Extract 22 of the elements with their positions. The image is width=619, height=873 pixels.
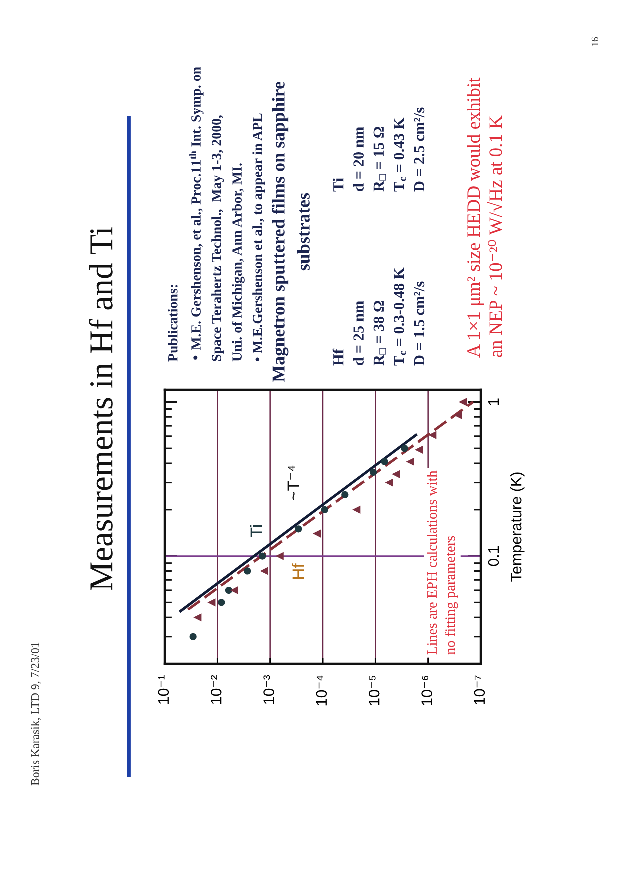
- x-tick-label: 10⁻¹: [158, 675, 170, 704]
- annotation: ~T⁻⁴: [288, 466, 300, 500]
- x-tick-label: 10⁻⁷: [474, 676, 486, 705]
- x-tick-label: 10⁻⁴: [316, 676, 328, 706]
- x-tick-label: 10⁻³: [264, 675, 274, 704]
- text: Ti d = 20 nm R$_{□}$ = 15 Ω T$_{c}$ = 0.43 K D = 2.5 cm²/s: [333, 108, 425, 192]
- y-tick-label: 0.1: [488, 546, 500, 566]
- annotation: Ti: [250, 525, 262, 538]
- annotation: Lines are EPH calculations with no fitting parameters: [427, 470, 458, 655]
- text: A 1×1 μm² size HEDD would exhibit an NEP ~ 10⁻²⁰ W/√Hz at 0.1 K: [467, 78, 502, 358]
- text: Publications: • M.E. Gershenson, et al., Proc.11$^{th}$ Int. Symp. on Space Terahertz Technol., May 1-3, 2000, Uni. of Michigan, Ann Arbor, MI. • M.E.Gershenson et al., to appear in APL: [168, 67, 266, 362]
- y-tick-label: 1: [488, 398, 500, 406]
- y-axis-title: Temperature (K): [510, 472, 525, 582]
- text: 16: [592, 37, 598, 46]
- text: Hf d = 25 nm R$_{□}$ = 38 Ω T$_{c}$ = 0.3-0.48 K D = 1.5 cm²/s: [332, 268, 425, 366]
- annotation: Hf: [292, 564, 304, 579]
- x-tick-label: 10⁻⁶: [422, 676, 432, 706]
- text: Magnetron sputtered films on sapphire substrates: [272, 82, 310, 382]
- x-tick-label: 10⁻²: [210, 675, 222, 704]
- chart-title: Measurements in Hf and Ti: [89, 227, 113, 590]
- x-tick-label: 10⁻⁵: [368, 676, 380, 706]
- text: Boris Karasik, LTD 9, 7/23/01: [31, 642, 42, 786]
